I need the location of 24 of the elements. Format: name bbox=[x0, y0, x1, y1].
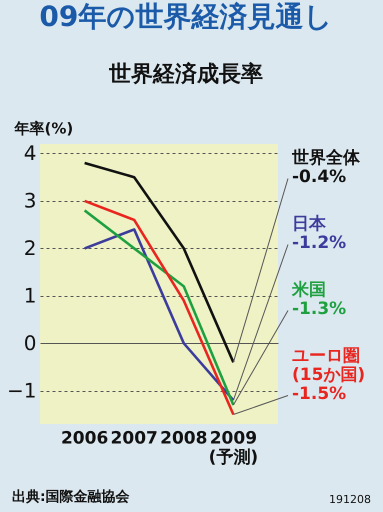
x-tick-label: 2007 bbox=[110, 428, 158, 448]
y-tick-label: −1 bbox=[7, 378, 36, 402]
text: 世界全体 bbox=[291, 148, 361, 168]
text: 日本 bbox=[292, 214, 327, 234]
chart-subtitle: 世界経済成長率 bbox=[108, 61, 263, 87]
data-label: -1.5% bbox=[292, 384, 346, 404]
x-tick-label: 2006 bbox=[60, 428, 108, 448]
x-tick-label: 2008 bbox=[160, 428, 208, 448]
text: 米国 bbox=[291, 280, 326, 300]
y-axis-title: 年率(%) bbox=[14, 120, 74, 138]
chart-title: 09年の世界経済見通し bbox=[39, 0, 332, 33]
text: ユーロ圏(15か国) bbox=[292, 346, 366, 385]
source-note: 出典:国際金融協会 bbox=[12, 488, 130, 506]
x-tick-label: 2009(予測) bbox=[208, 428, 258, 468]
text: 191208 bbox=[329, 493, 371, 506]
line-series bbox=[83, 162, 235, 364]
y-tick-label: 4 bbox=[24, 140, 36, 165]
y-tick-label: 2 bbox=[24, 236, 36, 260]
data-label: -1.3% bbox=[292, 299, 346, 319]
data-label: -1.2% bbox=[292, 233, 346, 253]
y-tick-label: 3 bbox=[24, 188, 36, 212]
y-tick-label: 1 bbox=[24, 283, 36, 308]
data-label: -0.4% bbox=[292, 167, 346, 187]
y-tick-label: 0 bbox=[24, 330, 36, 355]
